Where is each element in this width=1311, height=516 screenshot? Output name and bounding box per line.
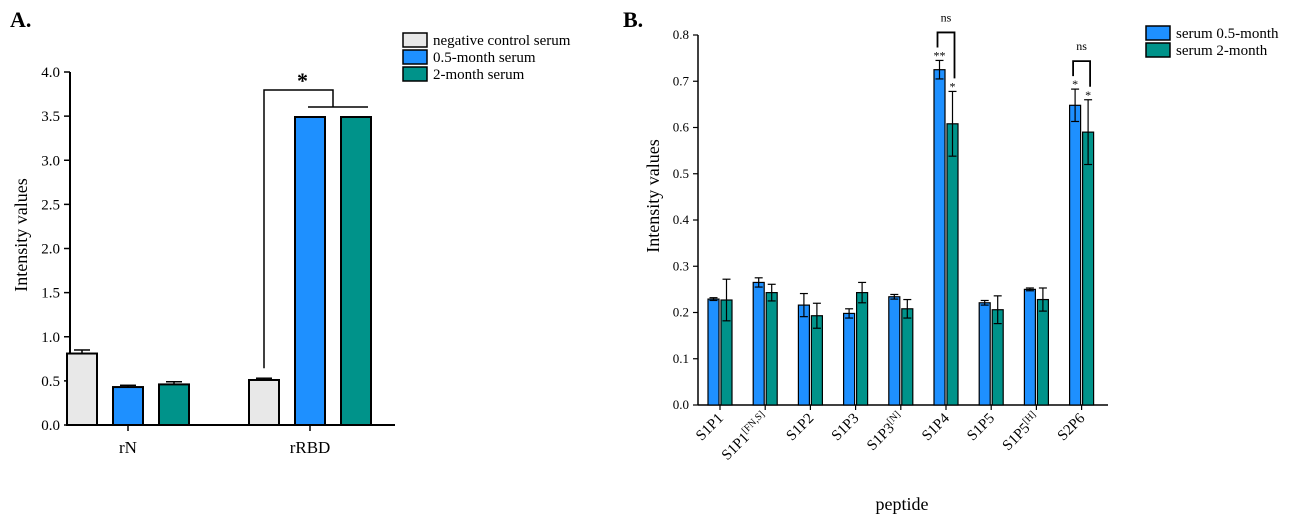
legend-label: 0.5-month serum (433, 50, 536, 66)
significance-star: * (297, 68, 308, 93)
y-tick-label: 3.0 (41, 153, 60, 169)
y-tick-label: 0.6 (673, 120, 690, 135)
legend-swatch (402, 66, 428, 82)
y-tick-label: 3.5 (41, 109, 60, 125)
bar (294, 116, 326, 426)
bar (752, 281, 765, 406)
y-tick-label: 0.5 (41, 374, 60, 390)
x-tick-label: S1P3[N] (863, 409, 908, 454)
x-tick-label: S1P5 (964, 411, 998, 445)
bar (1023, 288, 1037, 406)
x-tick-label-superscript: [FN,S] (740, 409, 767, 436)
x-tick-label: S1P4 (919, 410, 953, 444)
significance-mark: * (1085, 88, 1091, 102)
significance-mark: * (950, 79, 956, 93)
panel-b: B. Intensity values peptide 0.0 0.1 0.2 0.3… (623, 7, 1279, 514)
bar (340, 116, 372, 426)
legend-label: serum 0.5-month (1176, 26, 1279, 42)
y-tick-label: 0.2 (673, 305, 689, 320)
significance-bracket (1072, 60, 1091, 87)
y-tick-label: 0.1 (673, 351, 689, 366)
panel-a-y-axis-title: Intensity values (11, 178, 31, 291)
significance-ns-label: ns (1076, 39, 1087, 53)
panel-a-significance: * (263, 68, 368, 369)
x-tick-label: rRBD (290, 438, 331, 457)
legend-swatch (402, 49, 428, 65)
significance-bracket (263, 89, 334, 369)
bar (855, 292, 869, 406)
x-tick-label-base: S1P1 (693, 411, 727, 445)
bar (933, 69, 946, 406)
significance-mark: ** (934, 48, 946, 62)
bar (66, 352, 98, 426)
significance-mark: * (1072, 77, 1078, 91)
bar (797, 304, 811, 406)
panel-b-bars: *** ** (707, 48, 1095, 406)
panel-b-significance: ns ns (936, 10, 1091, 87)
bar (248, 378, 280, 426)
panel-b-x-axis-title: peptide (876, 494, 929, 514)
bar (707, 298, 720, 406)
x-tick-label: S1P2 (784, 411, 818, 445)
significance-ns-label: ns (941, 10, 952, 24)
x-tick-label-base: S2P6 (1055, 410, 1089, 444)
panel-a: A. Intensity values 0.0 0.5 1.0 1.5 2.0 2.5 3.… (10, 7, 571, 457)
bar (112, 386, 144, 426)
x-tick-label: S1P1[FN,S] (717, 409, 772, 464)
y-tick-label: 2.0 (41, 242, 60, 258)
bar (810, 315, 824, 406)
bar (888, 296, 901, 406)
bar (1068, 104, 1082, 406)
legend-swatch (1145, 42, 1171, 58)
panel-a-bars (66, 116, 372, 426)
bar (1036, 298, 1050, 406)
legend-label: serum 2-month (1176, 43, 1268, 59)
y-tick-label: 0.0 (41, 418, 60, 434)
x-tick-label: S2P6 (1055, 410, 1089, 444)
x-tick-label-base: S1P5 (964, 411, 998, 445)
y-tick-label: 0.7 (673, 73, 690, 88)
y-tick-label: 4.0 (41, 65, 60, 81)
y-tick-label: 0.8 (673, 27, 689, 42)
legend-swatch (1145, 25, 1171, 41)
legend-label: negative control serum (433, 33, 571, 49)
bar (946, 123, 959, 406)
x-tick-label: S1P1 (693, 411, 727, 445)
y-tick-label: 1.0 (41, 330, 60, 346)
y-tick-label: 2.5 (41, 197, 60, 213)
panel-a-letter: A. (10, 7, 31, 32)
x-tick-label: S1P5[H] (998, 409, 1043, 454)
bar (842, 312, 856, 406)
bar (158, 383, 190, 426)
x-tick-label: rN (119, 438, 137, 457)
significance-bracket (936, 31, 956, 79)
x-tick-label: S1P3 (829, 411, 863, 445)
y-tick-label: 0.3 (673, 258, 689, 273)
x-tick-label-base: S1P2 (784, 411, 818, 445)
bar (1081, 131, 1095, 406)
x-tick-label-base: S1P3 (829, 411, 863, 445)
legend-label: 2-month serum (433, 67, 525, 83)
panel-a-axes: 0.0 0.5 1.0 1.5 2.0 2.5 3.0 3.5 4.0 rN rRBD (41, 65, 395, 457)
y-tick-label: 0.0 (673, 397, 689, 412)
y-tick-label: 0.4 (673, 212, 690, 227)
bar (901, 308, 914, 406)
y-tick-label: 1.5 (41, 286, 60, 302)
bar (978, 302, 991, 406)
panel-b-y-axis-title: Intensity values (643, 139, 663, 252)
legend-swatch (402, 32, 428, 48)
y-tick-label: 0.5 (673, 166, 689, 181)
panel-b-letter: B. (623, 7, 643, 32)
x-tick-label-base: S1P4 (919, 410, 953, 444)
bar (765, 292, 778, 406)
